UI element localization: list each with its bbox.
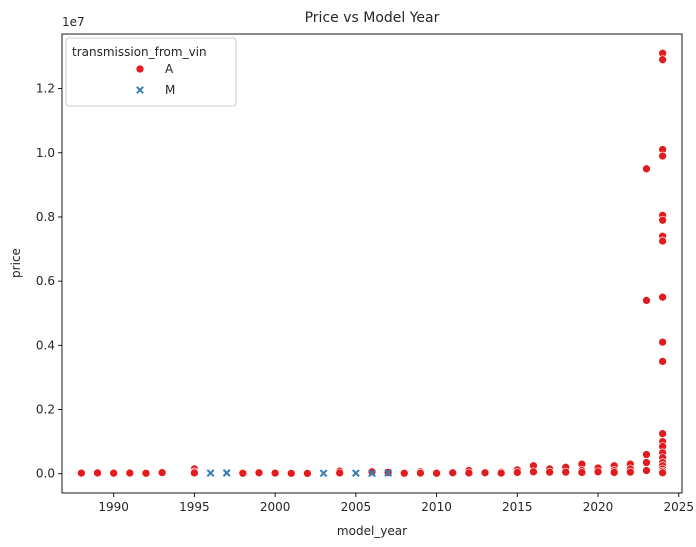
data-point-a [464,468,474,478]
legend-label: A [165,62,174,76]
x-tick-label: 2025 [663,500,694,514]
x-tick-label: 2000 [260,500,291,514]
data-point-m [368,469,376,478]
data-point-a [238,468,248,478]
data-point-a [577,468,587,477]
y-tick-label: 0.0 [36,467,55,481]
y-tick-label: 0.8 [36,210,55,224]
y-tick-label: 1.0 [36,146,55,160]
chart-title: Price vs Model Year [305,10,440,26]
data-point-a [480,468,490,478]
data-point-m [222,469,231,477]
data-point-m [384,469,393,477]
data-point-a [642,296,651,305]
data-point-a [448,468,458,478]
data-point-a [335,468,345,478]
data-point-a [642,164,651,174]
y-tick-label: 0.2 [36,403,55,417]
data-point-m [206,469,215,478]
data-point-a [658,236,667,246]
plot-frame [61,33,683,494]
y-tick-label: 1.2 [36,82,55,96]
x-tick-label: 2010 [421,500,452,514]
data-point-a [512,468,522,477]
data-point-a [93,468,102,478]
data-point-a [625,467,635,477]
x-tick-label: 2020 [583,500,614,514]
data-point-a [642,458,651,467]
x-tick-label: 1990 [98,500,129,514]
x-axis-label: model_year [337,524,407,538]
data-point-a [254,468,264,478]
data-point-a [270,468,280,478]
legend: transmission_from_vin AM [65,37,237,107]
data-point-a [416,468,425,478]
data-point-a [658,292,667,302]
data-point-a [658,215,667,225]
data-point-a [77,468,86,478]
data-point-a [367,467,377,477]
legend-marker-m [136,86,144,94]
x-tick-label: 2005 [341,500,372,514]
data-point-a [658,151,667,161]
data-point-a [496,468,506,478]
data-point-a [545,467,554,477]
data-point-a [658,468,667,478]
y-axis-ticks: 0.0 0.2 0.4 0.6 0.8 1.0 1.2 [36,82,62,481]
y-tick-label: 0.4 [36,338,55,352]
y-axis-label: price [9,248,23,278]
data-point-a [642,466,651,475]
x-tick-label: 1995 [179,500,210,514]
data-point-a [190,468,199,478]
legend-box [65,37,237,107]
x-tick-label: 2015 [502,500,533,514]
data-point-a [125,468,135,478]
y-axis-offset-text: 1e7 [62,15,85,29]
data-point-a [658,357,667,366]
y-tick-label: 0.6 [36,274,55,288]
data-point-a [109,468,119,478]
data-points [77,48,667,478]
data-point-a [658,429,667,438]
data-point-a [658,337,667,347]
data-point-a [609,468,619,477]
legend-marker-a [135,64,145,74]
data-point-a [303,469,312,478]
data-point-m [319,469,328,478]
data-point-a [529,467,538,477]
data-point-a [157,468,167,477]
legend-title: transmission_from_vin [72,45,207,59]
data-point-a [658,55,667,65]
x-axis-ticks: 1990 1995 2000 2005 2010 2015 2020 2025 [98,493,694,514]
data-point-a [432,468,441,478]
data-point-m [351,469,360,478]
data-point-a [141,468,151,478]
data-point-a [399,468,409,478]
data-point-a [593,467,603,477]
legend-label: M [165,83,175,97]
data-point-a [642,450,651,459]
data-point-a [561,467,571,477]
data-point-a [286,469,296,478]
legend-entries: AM [135,62,175,97]
